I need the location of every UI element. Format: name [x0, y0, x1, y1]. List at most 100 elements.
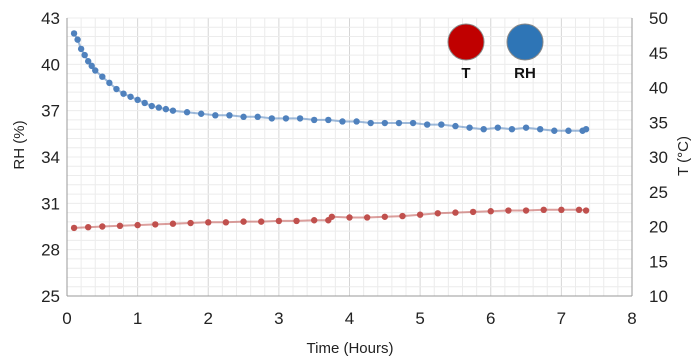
data-point-t: [84, 223, 92, 231]
x-tick-label: 8: [627, 309, 636, 328]
data-point-rh: [197, 110, 205, 117]
data-point-rh: [296, 115, 304, 122]
data-point-t: [487, 208, 494, 215]
data-point-rh: [423, 121, 431, 128]
x-tick-label: 7: [557, 309, 566, 328]
x-tick-label: 2: [204, 309, 213, 328]
data-point-rh: [92, 67, 99, 74]
y-right-tick-label: 50: [649, 9, 668, 28]
data-point-rh: [452, 122, 459, 130]
data-point-t: [505, 207, 512, 214]
data-point-rh: [466, 124, 473, 131]
data-point-t: [452, 209, 459, 216]
x-tick-label: 5: [415, 309, 424, 328]
data-point-rh: [212, 112, 219, 119]
data-point-t: [575, 206, 583, 214]
data-point-rh: [226, 112, 233, 119]
data-point-t: [416, 211, 424, 218]
data-point-rh: [381, 119, 389, 127]
data-point-rh: [141, 99, 148, 107]
data-point-rh: [70, 30, 78, 37]
data-point-rh: [77, 45, 85, 53]
data-point-t: [540, 206, 547, 214]
data-point-rh: [508, 126, 516, 133]
legend-marker-rh: [506, 23, 544, 61]
data-point-rh: [325, 116, 332, 124]
data-point-rh: [169, 107, 177, 114]
data-point-rh: [240, 113, 247, 121]
data-point-t: [70, 224, 78, 232]
data-point-rh: [120, 90, 127, 97]
data-point-t: [522, 207, 530, 214]
axis-layer: [66, 18, 633, 297]
data-point-rh: [565, 127, 572, 134]
data-point-rh: [113, 85, 120, 93]
y-axis-title-right: T (°C): [675, 136, 692, 176]
data-point-t: [310, 217, 318, 224]
data-point-t: [558, 206, 565, 214]
y-axis-title-left: RH (%): [11, 120, 28, 169]
y-left-tick-label: 28: [41, 241, 60, 260]
y-left-tick-label: 25: [41, 287, 60, 306]
data-point-rh: [395, 119, 403, 127]
data-point-t: [363, 214, 371, 221]
label-layer: 0 1 2 3 4 5 6 7 82528313437404310152025303540455…: [41, 9, 668, 328]
data-point-t: [258, 218, 265, 225]
series-layer: [70, 30, 590, 232]
y-right-tick-label: 25: [649, 183, 668, 202]
y-right-tick-label: 10: [649, 287, 668, 306]
y-right-tick-label: 15: [649, 252, 668, 271]
y-left-tick-label: 37: [41, 102, 60, 121]
data-point-t: [152, 221, 159, 228]
x-tick-label: 0: [62, 309, 71, 328]
data-point-t: [582, 207, 590, 214]
data-point-rh: [494, 124, 502, 131]
data-point-t: [293, 217, 300, 225]
data-point-t: [116, 222, 124, 230]
data-point-t: [205, 219, 212, 226]
y-right-tick-label: 45: [649, 44, 668, 63]
data-point-t: [469, 208, 477, 216]
data-point-rh: [99, 73, 106, 80]
data-point-rh: [127, 93, 134, 100]
data-point-rh: [339, 118, 346, 125]
y-right-tick-label: 20: [649, 218, 668, 237]
data-point-rh: [353, 118, 360, 125]
data-point-t: [187, 219, 194, 227]
legend: T RH: [447, 23, 544, 82]
y-right-tick-label: 30: [649, 148, 668, 167]
data-point-t: [240, 218, 247, 225]
data-point-rh: [84, 58, 92, 65]
data-point-t: [399, 212, 406, 220]
x-axis-title: Time (Hours): [307, 340, 394, 357]
data-point-rh: [310, 116, 318, 124]
y-left-tick-label: 40: [41, 55, 60, 74]
data-point-rh: [254, 113, 261, 121]
data-point-t: [275, 217, 283, 225]
x-tick-label: 4: [345, 309, 354, 328]
data-point-rh: [536, 126, 544, 133]
y-left-tick-label: 43: [41, 9, 60, 28]
data-point-rh: [522, 124, 530, 131]
y-left-tick-label: 34: [41, 148, 60, 167]
data-point-rh: [155, 104, 163, 111]
x-tick-label: 6: [486, 309, 495, 328]
data-point-rh: [134, 96, 141, 104]
y-right-tick-label: 35: [649, 113, 668, 132]
data-point-rh: [88, 62, 95, 70]
x-tick-label: 1: [133, 309, 142, 328]
data-point-rh: [438, 121, 445, 128]
data-point-rh: [409, 119, 417, 127]
y-right-tick-label: 40: [649, 79, 668, 98]
data-point-t: [134, 221, 141, 229]
data-point-rh: [480, 126, 487, 133]
data-point-rh: [183, 109, 191, 116]
data-point-rh: [162, 105, 170, 113]
data-point-rh: [81, 51, 88, 59]
data-point-t: [434, 210, 441, 217]
data-point-t: [346, 214, 353, 221]
data-point-t: [99, 223, 106, 230]
data-point-t: [222, 219, 230, 226]
